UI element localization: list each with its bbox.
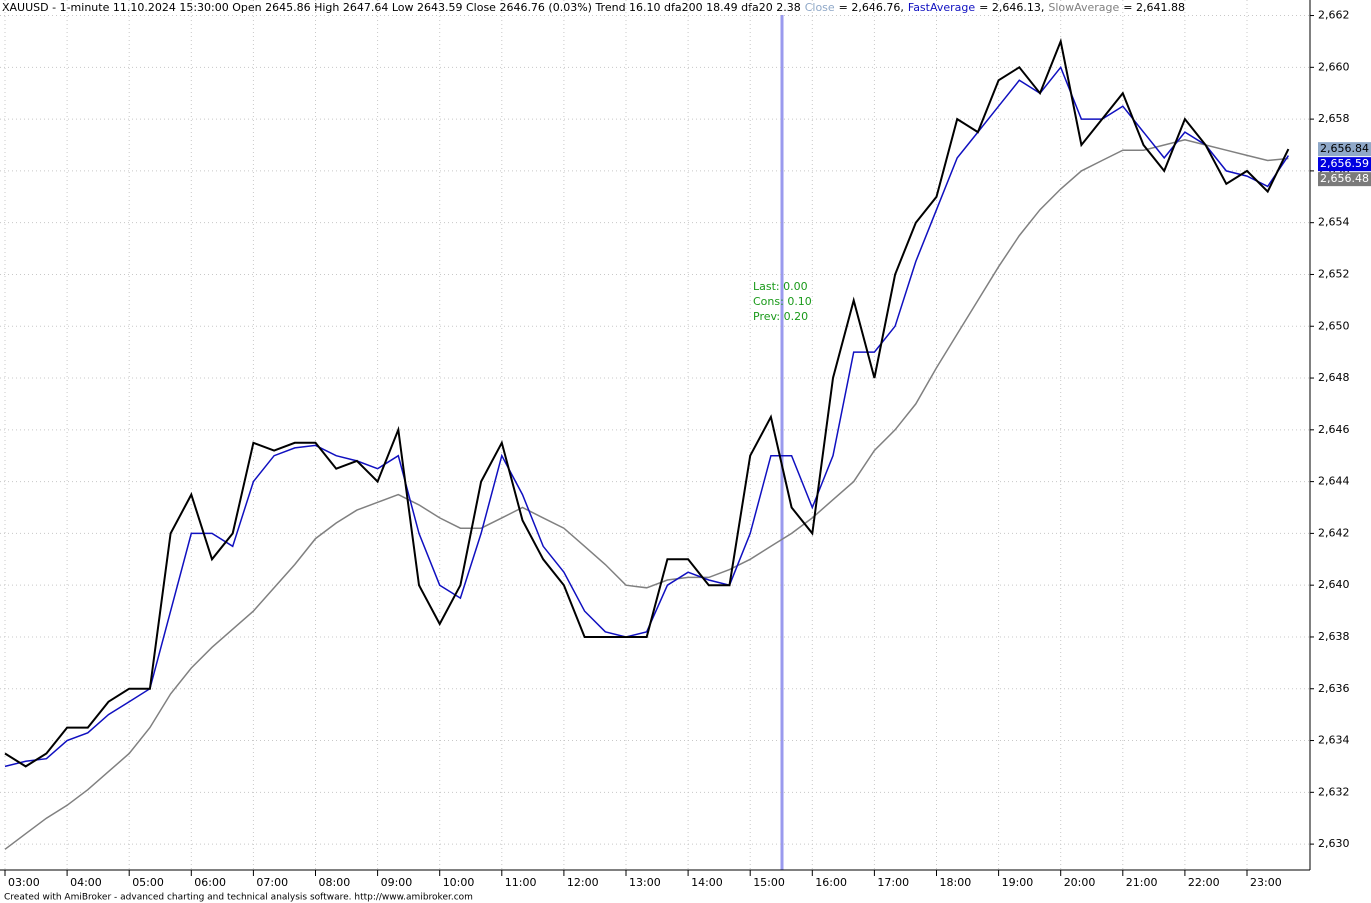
y-tick-label: 2,638	[1318, 630, 1350, 643]
x-tick-label: 16:00	[815, 876, 847, 889]
y-tick-label: 2,648	[1318, 371, 1350, 384]
x-tick-label: 21:00	[1126, 876, 1158, 889]
price-label-box	[1318, 172, 1371, 187]
annotation: Prev: 0.20	[753, 310, 808, 323]
x-tick-label: 17:00	[877, 876, 909, 889]
price-label: 2,656.59	[1320, 157, 1369, 170]
y-tick-label: 2,662	[1318, 9, 1350, 22]
x-tick-label: 09:00	[381, 876, 413, 889]
y-tick-label: 2,652	[1318, 267, 1350, 280]
price-label: 2,656.84	[1320, 142, 1369, 155]
y-tick-label: 2,636	[1318, 682, 1350, 695]
y-tick-label: 2,658	[1318, 112, 1350, 125]
legend-name: FastAverage	[908, 1, 976, 14]
y-tick-label: 2,632	[1318, 785, 1350, 798]
y-tick-label: 2,644	[1318, 475, 1350, 488]
y-tick-label: 2,630	[1318, 837, 1350, 850]
y-tick-label: 2,660	[1318, 60, 1350, 73]
x-tick-label: 04:00	[70, 876, 102, 889]
series-line	[4, 139, 1289, 850]
x-tick-label: 14:00	[691, 876, 723, 889]
x-tick-label: 13:00	[629, 876, 661, 889]
price-label-box	[1318, 142, 1371, 157]
x-tick-label: 08:00	[319, 876, 351, 889]
y-tick-label: 2,642	[1318, 526, 1350, 539]
x-tick-label: 19:00	[1002, 876, 1034, 889]
y-tick-label: 2,646	[1318, 423, 1350, 436]
legend-value: = 2,646.13,	[979, 1, 1044, 14]
x-tick-label: 11:00	[505, 876, 537, 889]
legend-value: = 2,646.76,	[839, 1, 904, 14]
footer: Created with AmiBroker - advanced charti…	[4, 893, 473, 903]
x-tick-label: 06:00	[194, 876, 226, 889]
series-line	[4, 65, 1290, 768]
x-tick-label: 15:00	[753, 876, 785, 889]
x-tick-label: 10:00	[443, 876, 475, 889]
legend-name: SlowAverage	[1048, 1, 1119, 14]
x-tick-label: 07:00	[256, 876, 288, 889]
legend-name: Close	[805, 1, 835, 14]
y-tick-label: 2,654	[1318, 216, 1350, 229]
price-label-box	[1318, 157, 1371, 172]
x-tick-label: 18:00	[940, 876, 972, 889]
y-tick-label: 2,650	[1318, 319, 1350, 332]
legend-value: = 2,641.88	[1123, 1, 1185, 14]
chart-title: XAUUSD - 1-minute 11.10.2024 15:30:00 Op…	[2, 1, 1185, 14]
x-tick-label: 03:00	[8, 876, 40, 889]
x-tick-label: 20:00	[1064, 876, 1096, 889]
y-tick-label: 2,634	[1318, 734, 1350, 747]
x-tick-label: 22:00	[1188, 876, 1220, 889]
annotation: Last: 0.00	[753, 280, 808, 293]
series-line	[4, 37, 1290, 768]
y-tick-label: 2,640	[1318, 578, 1350, 591]
x-tick-label: 12:00	[567, 876, 599, 889]
x-tick-label: 05:00	[132, 876, 164, 889]
x-tick-label: 23:00	[1250, 876, 1282, 889]
price-label: 2,656.48	[1320, 172, 1369, 185]
annotation: Cons: 0.10	[753, 295, 812, 308]
